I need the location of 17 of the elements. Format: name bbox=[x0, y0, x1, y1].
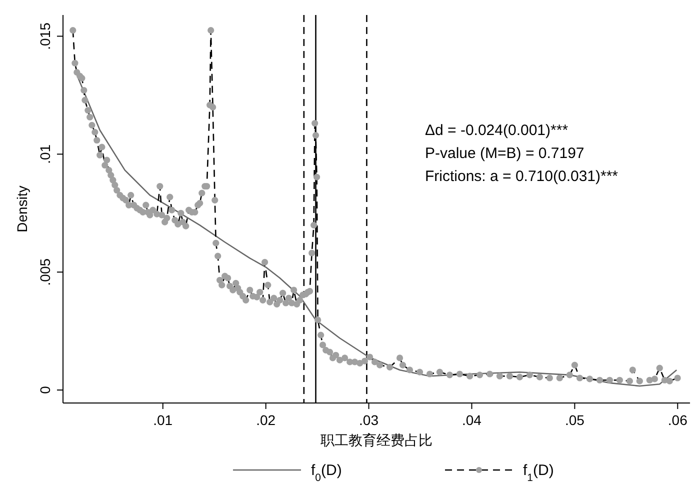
x-tick-label: .03 bbox=[359, 412, 379, 428]
annotation: P-value (M=B) = 0.7197 bbox=[425, 145, 584, 162]
x-tick-label: .06 bbox=[668, 412, 688, 428]
legend-label: f$_{0}$(D) bbox=[311, 462, 342, 484]
y-tick-label: .01 bbox=[37, 144, 53, 164]
annotation: Δd = -0.024(0.001)*** bbox=[425, 122, 568, 139]
y-axis-title: Density bbox=[14, 186, 30, 232]
y-tick-label: 0 bbox=[37, 386, 53, 394]
y-tick-label: .005 bbox=[37, 258, 53, 286]
y-tick-label: .015 bbox=[37, 22, 53, 50]
x-tick-label: .04 bbox=[462, 412, 482, 428]
x-tick-label: .02 bbox=[256, 412, 276, 428]
annotation: Frictions: a = 0.710(0.031)*** bbox=[425, 168, 618, 185]
x-tick-label: .05 bbox=[564, 412, 585, 428]
legend-label: f$_{1}$(D) bbox=[523, 462, 554, 484]
x-axis-title: 职工教育经费占比 bbox=[320, 432, 432, 448]
x-tick-label: .01 bbox=[153, 412, 173, 428]
